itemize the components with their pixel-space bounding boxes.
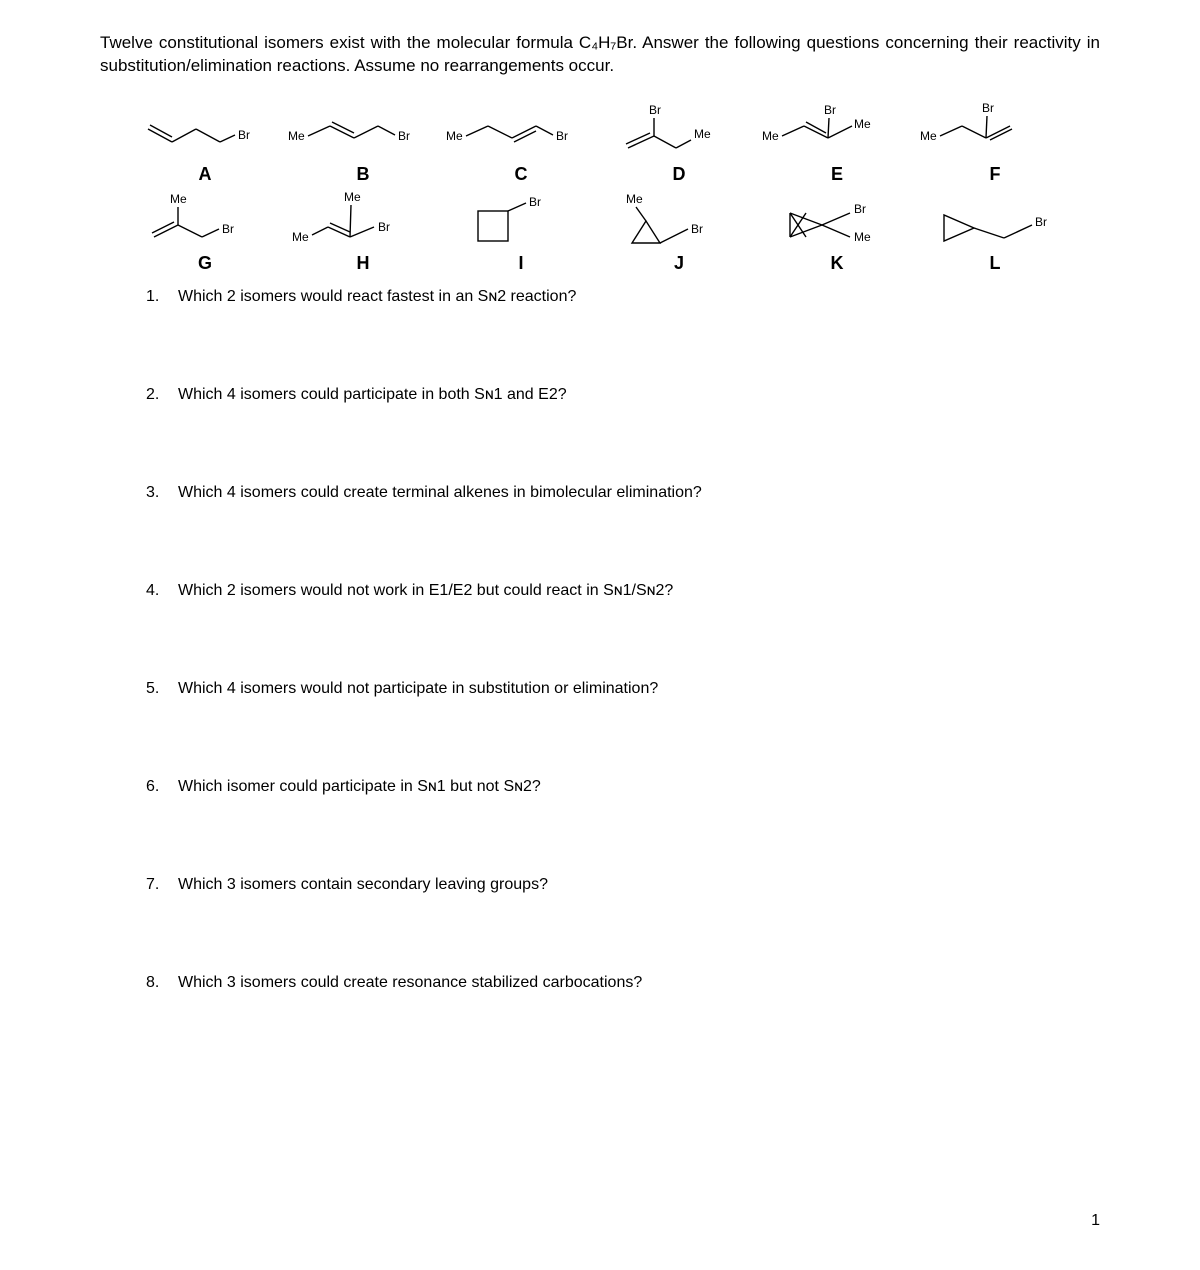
question-number: 6.: [146, 778, 178, 796]
structure-H: Me Me Br H: [288, 193, 438, 274]
structure-L: Br L: [920, 193, 1070, 274]
question-text: Which 3 isomers could create resonance s…: [178, 974, 1100, 992]
svg-text:Me: Me: [446, 129, 463, 143]
structure-E: Br Me Me E: [762, 104, 912, 185]
svg-text:Br: Br: [556, 129, 568, 143]
questions-list: 1. Which 2 isomers would react fastest i…: [100, 288, 1100, 992]
structure-A: Br A: [130, 104, 280, 185]
structures-row-2: Me Br G Me Me Br H Br I: [130, 193, 1070, 274]
structure-label: I: [518, 253, 523, 274]
question-text: Which 4 isomers could participate in bot…: [178, 386, 1100, 404]
question-8: 8. Which 3 isomers could create resonanc…: [146, 974, 1100, 992]
svg-text:Me: Me: [762, 129, 779, 143]
svg-text:Br: Br: [1035, 215, 1047, 229]
structure-label: B: [357, 164, 370, 185]
question-number: 5.: [146, 680, 178, 698]
question-text: Which 3 isomers contain secondary leavin…: [178, 876, 1100, 894]
structure-label: F: [990, 164, 1001, 185]
svg-text:Me: Me: [344, 190, 361, 204]
structure-B: Me Br B: [288, 104, 438, 185]
question-number: 7.: [146, 876, 178, 894]
svg-text:Me: Me: [292, 230, 309, 244]
svg-text:Me: Me: [170, 192, 187, 206]
question-number: 4.: [146, 582, 178, 600]
question-7: 7. Which 3 isomers contain secondary lea…: [146, 876, 1100, 894]
question-number: 8.: [146, 974, 178, 992]
question-5: 5. Which 4 isomers would not participate…: [146, 680, 1100, 698]
question-text: Which 4 isomers could create terminal al…: [178, 484, 1100, 502]
svg-text:Br: Br: [824, 103, 836, 117]
svg-text:Br: Br: [398, 129, 410, 143]
question-4: 4. Which 2 isomers would not work in E1/…: [146, 582, 1100, 600]
svg-text:Br: Br: [529, 195, 541, 209]
svg-text:Br: Br: [222, 222, 234, 236]
question-1: 1. Which 2 isomers would react fastest i…: [146, 288, 1100, 306]
structure-C: Me Br C: [446, 104, 596, 185]
structure-D: Br Me D: [604, 104, 754, 185]
question-text: Which 2 isomers would react fastest in a…: [178, 288, 1100, 306]
structure-label: H: [357, 253, 370, 274]
structure-label: E: [831, 164, 843, 185]
question-number: 1.: [146, 288, 178, 306]
structure-label: A: [199, 164, 212, 185]
structure-label: L: [990, 253, 1001, 274]
svg-text:Me: Me: [920, 129, 937, 143]
svg-text:Me: Me: [626, 192, 643, 206]
structure-I: Br I: [446, 193, 596, 274]
question-6: 6. Which isomer could participate in Sɴ1…: [146, 778, 1100, 796]
svg-text:Br: Br: [238, 128, 250, 142]
question-text: Which 2 isomers would not work in E1/E2 …: [178, 582, 1100, 600]
question-text: Which 4 isomers would not participate in…: [178, 680, 1100, 698]
structure-J: Me Br J: [604, 193, 754, 274]
intro-text: Twelve constitutional isomers exist with…: [100, 32, 1100, 78]
svg-text:Br: Br: [982, 101, 994, 115]
structure-label: J: [674, 253, 684, 274]
question-2: 2. Which 4 isomers could participate in …: [146, 386, 1100, 404]
svg-text:Me: Me: [694, 127, 711, 141]
svg-text:Br: Br: [691, 222, 703, 236]
svg-text:Br: Br: [854, 202, 866, 216]
structure-G: Me Br G: [130, 193, 280, 274]
structure-label: G: [198, 253, 212, 274]
svg-text:Me: Me: [854, 117, 871, 131]
structures-row-1: Br A Me Br B Me Br C Br: [130, 104, 1070, 185]
question-number: 3.: [146, 484, 178, 502]
svg-text:Me: Me: [854, 230, 871, 244]
question-text: Which isomer could participate in Sɴ1 bu…: [178, 778, 1100, 796]
svg-text:Br: Br: [378, 220, 390, 234]
svg-text:Br: Br: [649, 103, 661, 117]
structure-K: Br Me K: [762, 193, 912, 274]
structure-F: Br Me F: [920, 104, 1070, 185]
structure-label: C: [515, 164, 528, 185]
structure-label: D: [673, 164, 686, 185]
question-3: 3. Which 4 isomers could create terminal…: [146, 484, 1100, 502]
structure-label: K: [831, 253, 844, 274]
question-number: 2.: [146, 386, 178, 404]
svg-text:Me: Me: [288, 129, 305, 143]
page-number: 1: [1091, 1212, 1100, 1230]
